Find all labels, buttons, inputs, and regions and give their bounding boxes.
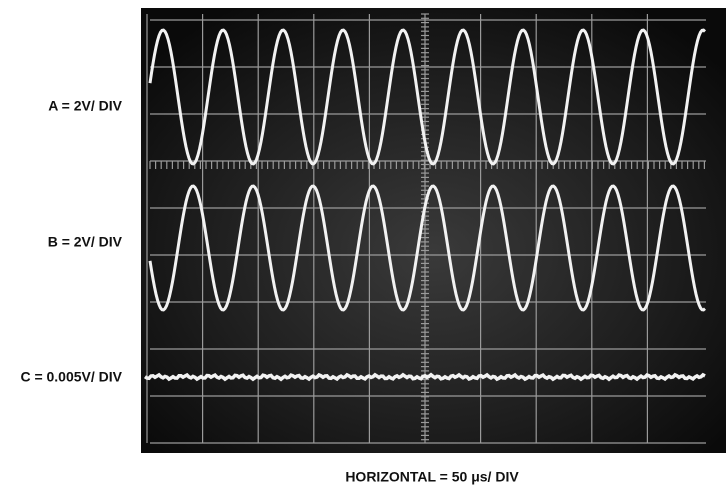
channel-c-label: C = 0.005V/ DIV [20, 369, 122, 385]
scope-screen [141, 8, 726, 453]
trace-c [143, 372, 706, 382]
graticule [146, 13, 706, 444]
channel-b-label: B = 2V/ DIV [48, 234, 123, 250]
horizontal-label: HORIZONTAL = 50 μs/ DIV [345, 469, 519, 485]
channel-a-label: A = 2V/ DIV [48, 98, 122, 114]
trace-b [148, 184, 706, 312]
trace-a [148, 28, 707, 166]
traces [143, 28, 707, 382]
